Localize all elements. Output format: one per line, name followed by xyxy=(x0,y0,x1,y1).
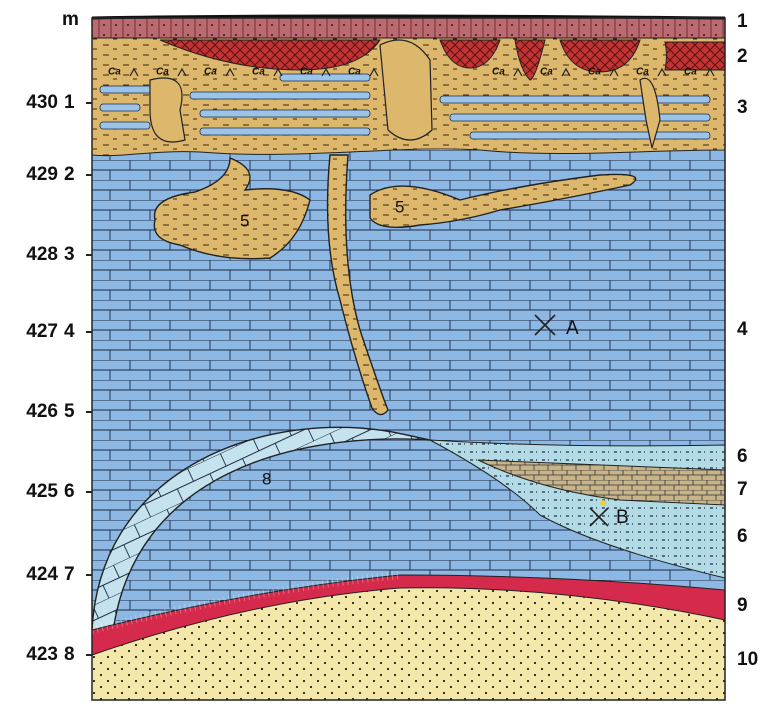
layer-label: 6 xyxy=(737,446,748,467)
site-markers xyxy=(534,314,609,527)
ca-symbols: Ca Ca Ca Ca Ca Ca Ca Ca Ca Ca Ca xyxy=(108,67,715,78)
depth-label: 3 xyxy=(64,244,75,265)
inline-label: 5 xyxy=(240,211,249,230)
depth-label: 4 xyxy=(64,321,75,342)
depth-label: 6 xyxy=(64,481,75,502)
elevation-label: 428 xyxy=(26,244,58,265)
ca-caret xyxy=(273,67,283,77)
depth-label: 7 xyxy=(64,564,75,585)
inline-label: A xyxy=(566,318,579,339)
layer-10 xyxy=(92,587,725,700)
ca-symbol: Ca xyxy=(156,67,169,78)
ca-caret xyxy=(321,67,331,77)
ca-symbol: Ca xyxy=(588,67,601,78)
layer-label: 6 xyxy=(737,526,748,547)
ca-symbol: Ca xyxy=(492,67,505,78)
layer-2 xyxy=(159,39,726,81)
ca-symbol: Ca xyxy=(300,67,313,78)
elevation-label: 430 xyxy=(26,92,58,113)
elevation-label: 424 xyxy=(26,564,58,585)
strata: Ca Ca Ca Ca Ca Ca Ca Ca Ca Ca Ca xyxy=(91,14,726,701)
ca-symbol: Ca xyxy=(684,67,697,78)
ca-symbol: Ca xyxy=(636,67,649,78)
ca-caret xyxy=(561,67,571,77)
layer-label: 2 xyxy=(737,46,748,67)
ca-caret xyxy=(225,67,235,77)
ca-caret xyxy=(705,67,715,77)
layer-label: 1 xyxy=(737,11,748,32)
layer-5 xyxy=(153,154,637,416)
ca-caret xyxy=(657,67,667,77)
elevation-label: 429 xyxy=(26,164,58,185)
layer-label: 4 xyxy=(737,319,748,340)
layer-labels: 1 2 3 4 6 7 6 9 10 xyxy=(737,11,758,670)
ca-symbol: Ca xyxy=(348,67,361,78)
ca-symbol: Ca xyxy=(252,67,265,78)
layer-label: 7 xyxy=(737,479,748,500)
frame xyxy=(91,17,726,701)
ca-symbol: Ca xyxy=(540,67,553,78)
pockets xyxy=(149,39,661,149)
ca-symbol: Ca xyxy=(108,67,121,78)
levels: 430 1 429 2 428 3 427 4 426 5 425 6 424 7 423 8 xyxy=(26,92,92,665)
depth-label: 1 xyxy=(64,92,75,113)
inline-label: 5 xyxy=(395,197,404,216)
elevation-label: 427 xyxy=(26,321,58,342)
layer-label: 9 xyxy=(737,595,748,616)
ca-caret xyxy=(129,67,139,77)
layer-7 xyxy=(477,459,726,506)
depth-label: 2 xyxy=(64,164,75,185)
ca-caret xyxy=(369,67,379,77)
elevation-label: 423 xyxy=(26,644,58,665)
ca-symbol: Ca xyxy=(204,67,217,78)
ca-caret xyxy=(177,67,187,77)
unit: m xyxy=(62,9,79,30)
elevation-label: 426 xyxy=(26,401,58,422)
elevation-label: 425 xyxy=(26,481,58,502)
inline-label: B xyxy=(616,507,629,528)
inline-label: 8 xyxy=(262,469,271,488)
depth-label: 5 xyxy=(64,401,75,422)
ca-caret xyxy=(609,67,619,77)
layer-label: 3 xyxy=(737,97,748,118)
layer-1 xyxy=(91,17,726,39)
layer-label: 10 xyxy=(737,649,758,670)
ca-caret xyxy=(513,67,523,77)
depth-label: 8 xyxy=(64,644,75,665)
layer-8 xyxy=(91,426,431,642)
